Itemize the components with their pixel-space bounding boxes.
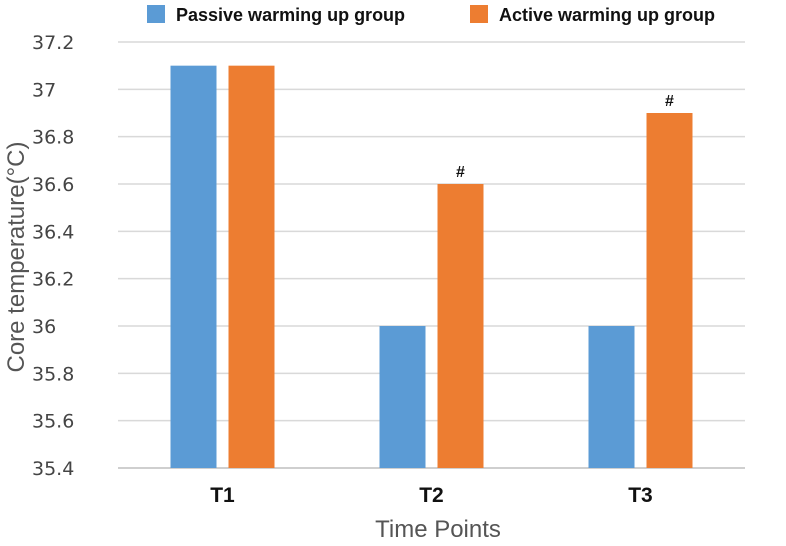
x-axis-title: Time Points (375, 516, 501, 543)
legend-label-active: Active warming up group (499, 5, 715, 25)
bar-t1-active (228, 65, 275, 469)
y-tick-label: 35.6 (32, 411, 74, 433)
y-tick-label: 37.2 (32, 32, 74, 54)
x-axis-ticks: T1 T2 T3 (210, 484, 653, 507)
significance-marker: # (665, 93, 674, 110)
bar-t3-passive (588, 326, 635, 468)
y-tick-label: 35.8 (32, 363, 74, 385)
y-tick-label: 35.4 (32, 458, 74, 480)
x-tick-label: T2 (419, 484, 444, 507)
bar-t3-active (646, 113, 693, 468)
bars (170, 65, 693, 469)
y-tick-label: 36.8 (32, 127, 74, 149)
significance-marker: # (456, 164, 465, 181)
y-tick-label: 36.6 (32, 174, 74, 196)
bar-t1-passive (170, 65, 217, 469)
legend: Passive warming up group Active warming … (147, 5, 715, 25)
gridlines (118, 41, 745, 469)
bar-t2-passive (379, 326, 426, 468)
y-tick-label: 36 (32, 316, 56, 338)
y-axis-title: Core temperature(°C) (3, 142, 30, 373)
legend-label-passive: Passive warming up group (176, 5, 405, 25)
y-axis-ticks: 35.4 35.6 35.8 36 36.2 36.4 36.6 36.8 37 37.2 (32, 32, 74, 480)
x-tick-label: T3 (628, 484, 653, 507)
legend-swatch-active (470, 5, 488, 23)
annotations: ## (456, 93, 674, 181)
y-tick-label: 36.4 (32, 221, 74, 243)
legend-swatch-passive (147, 5, 165, 23)
x-tick-label: T1 (210, 484, 235, 507)
bar-t2-active (437, 184, 484, 468)
y-tick-label: 36.2 (32, 269, 74, 291)
y-tick-label: 37 (32, 79, 56, 101)
